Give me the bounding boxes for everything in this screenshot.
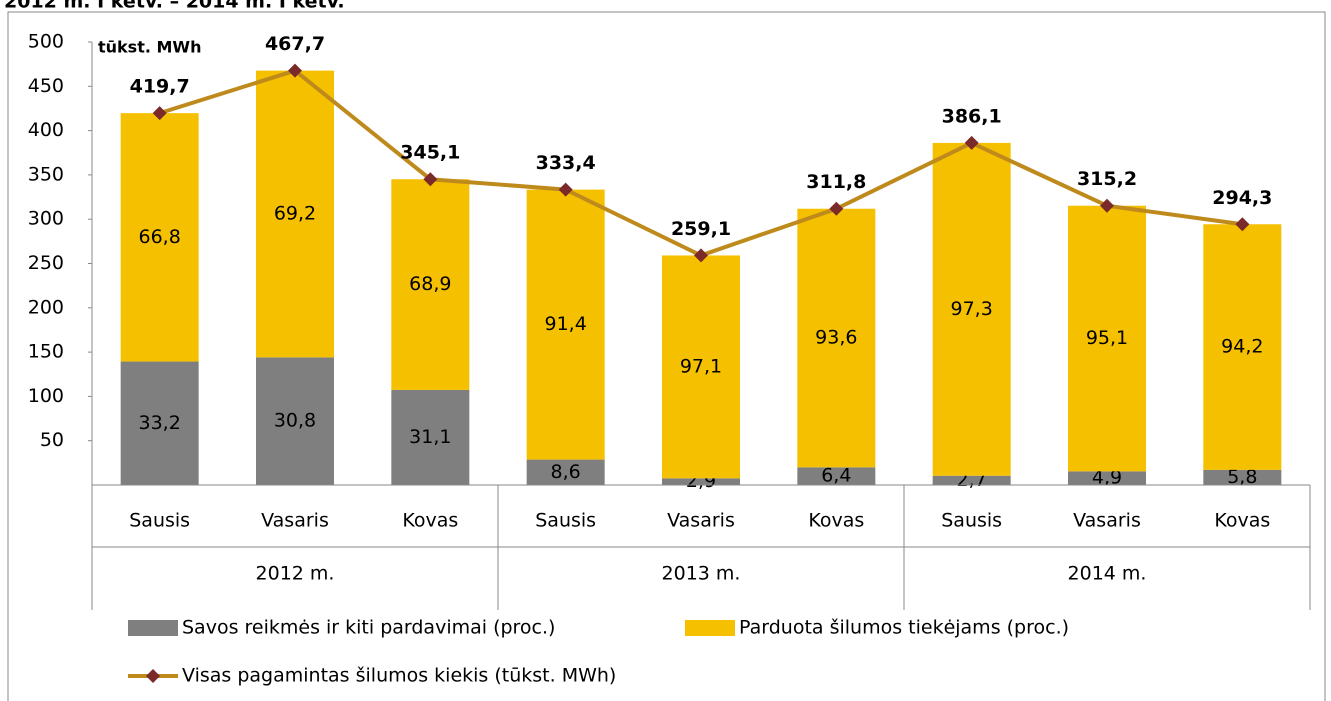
data-label: 345,1 [400,142,460,164]
data-label: 333,4 [536,152,596,174]
group-label: 2013 m. [662,563,741,585]
data-label: 91,4 [545,313,587,335]
data-label: 66,8 [139,226,181,248]
y-tick-label: 400 [28,119,64,141]
data-label: 315,2 [1077,168,1137,190]
x-tick-label: Kovas [808,510,864,532]
x-tick-label: Kovas [402,510,458,532]
data-label: 97,3 [951,298,993,320]
group-label: 2012 m. [256,563,335,585]
point [423,172,438,187]
point [152,106,167,121]
point [1100,198,1114,213]
data-label: 33,2 [139,412,181,434]
bar-segment [391,389,470,485]
x-tick-label: Sausis [535,510,596,532]
data-label: 31,1 [409,426,451,448]
bar-segment [662,255,740,479]
bar-segment [256,70,334,358]
legend-label: Savos reikmės ir kiti pardavimai (proc.) [182,617,555,639]
bar-segment [1203,224,1282,470]
data-label: 5,8 [1227,466,1257,488]
bar-segment [797,208,876,468]
legend-swatch [685,620,735,636]
data-label: 97,1 [680,355,722,377]
bar-segment [526,459,605,485]
data-label: 419,7 [130,76,190,98]
bar-segment [1068,471,1146,485]
x-tick-label: Vasaris [261,510,329,532]
point [829,201,844,216]
data-label: 386,1 [942,105,1002,127]
point [558,182,573,197]
data-label: 467,7 [265,33,325,55]
data-label: 94,2 [1221,336,1263,358]
bar-segment [797,467,876,485]
data-label: 259,1 [671,218,731,240]
y-axis-label: tūkst. MWh [98,38,201,57]
x-tick-label: Kovas [1214,510,1270,532]
y-tick-label: 100 [28,385,64,407]
data-label: 311,8 [806,171,866,193]
data-label: 294,3 [1212,187,1272,209]
legend-swatch [128,620,178,636]
data-label: 95,1 [1086,327,1128,349]
y-tick-label: 50 [40,429,64,451]
bar-segment [526,189,605,460]
legend-marker [146,669,160,683]
bar-segment [120,113,199,362]
data-label: 93,6 [815,327,857,349]
data-label: 4,9 [1092,467,1122,489]
y-tick-label: 450 [28,75,64,97]
legend-label: Parduota šilumos tiekėjams (proc.) [739,617,1069,639]
y-tick-label: 200 [28,296,64,318]
y-tick-label: 350 [28,163,64,185]
bar-segment [932,475,1011,485]
data-label: 69,2 [274,202,316,224]
bar-segment [932,142,1011,476]
bar-segment [256,357,334,485]
point [288,63,302,78]
y-tick-label: 250 [28,252,64,274]
chart-frame [7,11,1326,701]
data-label: 30,8 [274,410,316,432]
data-label: 8,6 [551,461,581,483]
y-tick-label: 500 [28,31,64,53]
legend-label: Visas pagamintas šilumos kiekis (tūkst. … [182,665,616,687]
data-label: 68,9 [409,273,451,295]
bar-segment [120,361,199,485]
x-tick-label: Vasaris [1073,510,1141,532]
bar-segment [662,478,740,485]
group-label: 2014 m. [1068,563,1147,585]
y-tick-label: 150 [28,341,64,363]
x-tick-label: Sausis [941,510,1002,532]
x-tick-label: Sausis [129,510,190,532]
point [1235,217,1250,232]
bar-segment [391,179,470,390]
y-tick-label: 300 [28,208,64,230]
chart-title: 2012 m. I ketv. – 2014 m. I ketv. [4,0,345,13]
bar-segment [1068,205,1146,472]
x-tick-label: Vasaris [667,510,735,532]
point [694,248,708,263]
bar-segment [1203,469,1282,485]
data-label: 6,4 [821,465,851,487]
point [964,135,979,150]
